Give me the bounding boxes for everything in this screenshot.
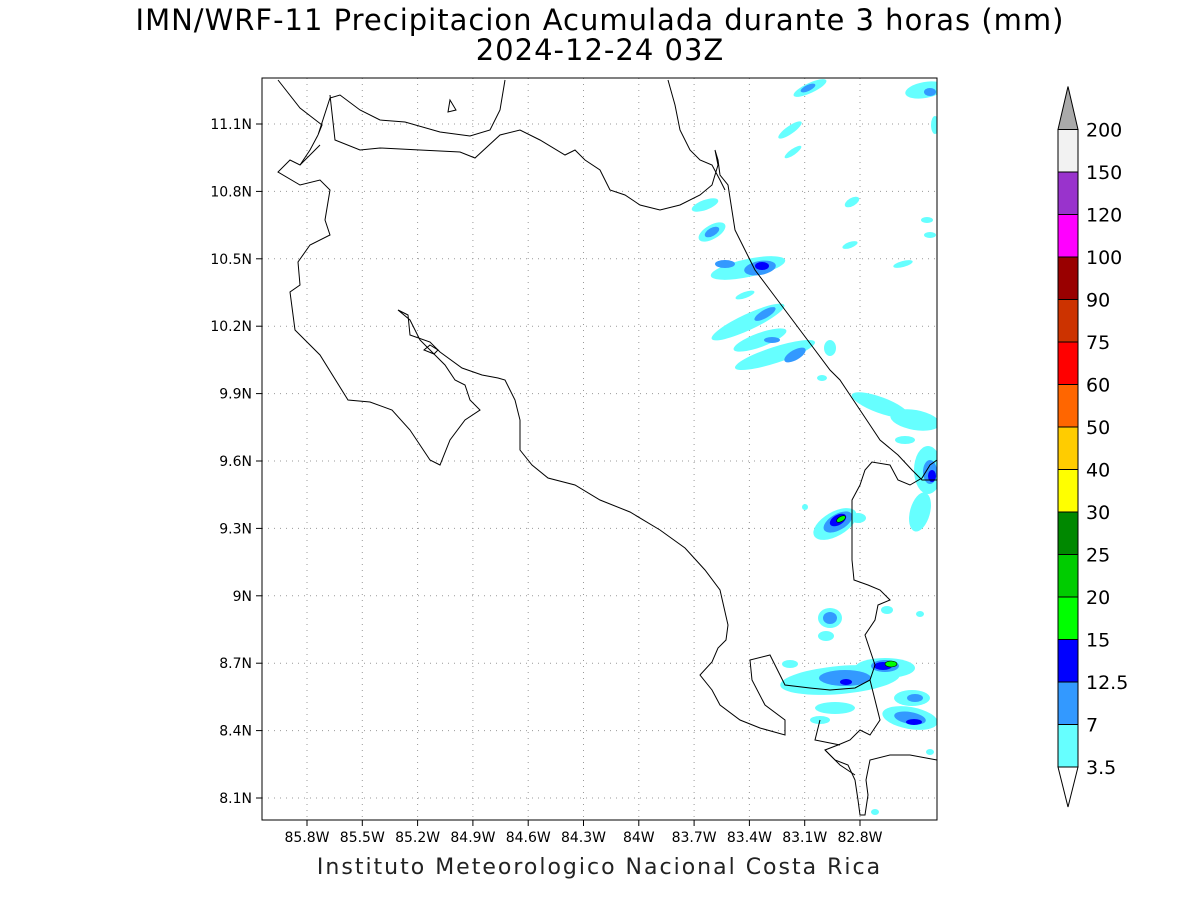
latitude-tick-label: 10.5N — [210, 252, 252, 268]
longitude-tick-label: 83.7W — [672, 830, 717, 846]
map-subtitle: 2024-12-24 03Z — [475, 33, 725, 67]
colorbar-level-label: 12.5 — [1086, 672, 1128, 694]
latitude-tick-label: 9.6N — [219, 454, 252, 470]
map-title: IMN/WRF-11 Precipitacion Acumulada duran… — [135, 3, 1065, 37]
latitude-tick-label: 8.4N — [219, 724, 252, 740]
colorbar-swatch — [1057, 426, 1079, 470]
colorbar-level-label: 15 — [1086, 630, 1110, 652]
longitude-axis: 85.8W 85.5W 85.2W 84.9W 84.6W 84.3W 84W 83.7W 83… — [284, 820, 883, 846]
latitude-tick-label: 9.9N — [219, 387, 252, 403]
colorbar-swatch — [1057, 384, 1079, 428]
latitude-tick-label: 11.1N — [210, 117, 252, 133]
longitude-tick-label: 85.2W — [395, 830, 440, 846]
latitude-tick-label: 9N — [233, 589, 252, 605]
latitude-tick-label: 10.2N — [210, 319, 252, 335]
colorbar-swatch — [1057, 469, 1079, 513]
colorbar-level-label: 25 — [1086, 545, 1110, 567]
grid-lines — [262, 78, 937, 820]
colorbar-level-label: 7 — [1086, 715, 1098, 737]
colorbar-legend: 3.5 7 12.5 15 20 25 30 40 50 60 75 90 100 120 150 200 — [1057, 86, 1128, 808]
colorbar-upper-arrow — [1057, 86, 1079, 130]
longitude-tick-label: 85.8W — [284, 830, 329, 846]
colorbar-swatch — [1057, 299, 1079, 343]
latitude-tick-label: 9.3N — [219, 521, 252, 537]
colorbar-level-label: 120 — [1086, 205, 1122, 227]
colorbar-swatch — [1057, 256, 1079, 300]
colorbar-swatch — [1057, 511, 1079, 555]
longitude-tick-label: 85.5W — [340, 830, 385, 846]
coastline — [277, 79, 937, 816]
colorbar-level-label: 50 — [1086, 417, 1110, 439]
colorbar-level-label: 75 — [1086, 332, 1110, 354]
colorbar-swatch — [1057, 596, 1079, 640]
colorbar-level-label: 60 — [1086, 375, 1110, 397]
colorbar-swatch — [1057, 341, 1079, 385]
latitude-tick-label: 10.8N — [210, 184, 252, 200]
longitude-tick-label: 84.6W — [506, 830, 551, 846]
colorbar-level-label: 200 — [1086, 120, 1122, 142]
footer-credit: Instituto Meteorologico Nacional Costa R… — [316, 855, 883, 880]
longitude-tick-label: 82.8W — [837, 830, 882, 846]
plot-frame — [261, 77, 938, 821]
colorbar-swatch — [1057, 171, 1079, 215]
colorbar-lower-arrow — [1057, 766, 1079, 808]
colorbar-level-label: 20 — [1086, 587, 1110, 609]
latitude-tick-label: 8.7N — [219, 656, 252, 672]
colorbar-swatch — [1057, 129, 1079, 173]
colorbar-level-label: 3.5 — [1086, 757, 1116, 779]
colorbar-level-label: 40 — [1086, 460, 1110, 482]
colorbar-level-label: 150 — [1086, 162, 1122, 184]
colorbar-level-label: 90 — [1086, 290, 1110, 312]
colorbar-swatch — [1057, 214, 1079, 258]
longitude-tick-label: 84.3W — [561, 830, 606, 846]
colorbar-swatch — [1057, 639, 1079, 683]
colorbar-swatch — [1057, 554, 1079, 598]
longitude-tick-label: 84W — [623, 830, 655, 846]
longitude-tick-label: 84.9W — [450, 830, 495, 846]
precipitation-field — [691, 79, 937, 815]
colorbar-swatch — [1057, 724, 1079, 768]
colorbar-level-label: 30 — [1086, 502, 1110, 524]
longitude-tick-label: 83.1W — [782, 830, 827, 846]
latitude-tick-label: 8.1N — [219, 791, 252, 807]
longitude-tick-label: 83.4W — [727, 830, 772, 846]
latitude-axis: 11.1N 10.8N 10.5N 10.2N 9.9N 9.6N 9.3N 9N 8.7N 8.… — [210, 117, 262, 807]
colorbar-level-label: 100 — [1086, 247, 1122, 269]
colorbar-swatch — [1057, 681, 1079, 725]
